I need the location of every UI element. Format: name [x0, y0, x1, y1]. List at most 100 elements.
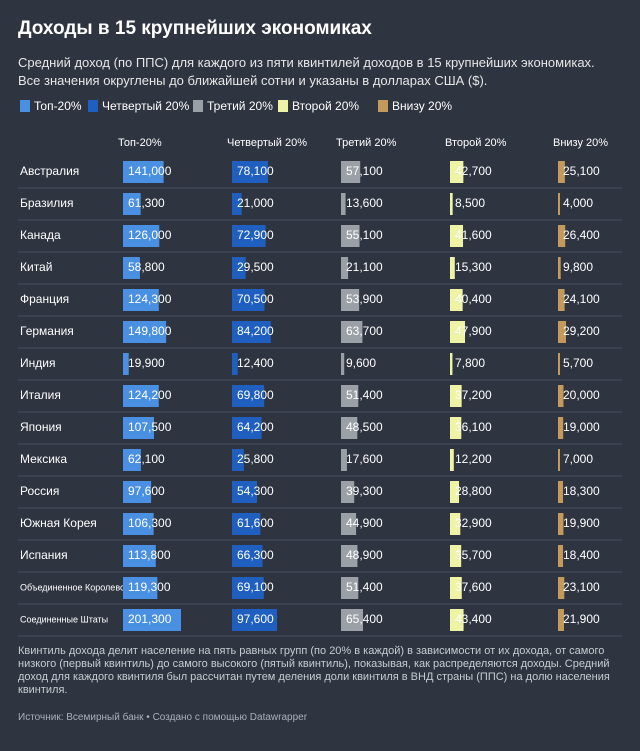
cell-value: 58,800 — [128, 260, 165, 274]
bar — [341, 161, 361, 183]
legend-swatch — [278, 100, 288, 112]
subtitle: Средний доход (по ППС) для каждого из пя… — [18, 55, 595, 88]
bar — [232, 545, 263, 567]
cell-value: 17,600 — [346, 452, 383, 466]
bar — [341, 193, 346, 215]
cell-value: 107,500 — [128, 420, 172, 434]
cell-value: 43,400 — [455, 612, 492, 626]
bar — [450, 161, 464, 183]
bar — [558, 417, 564, 439]
bar — [232, 193, 242, 215]
bar — [450, 289, 463, 311]
bar — [450, 385, 462, 407]
cell-value: 97,600 — [128, 484, 165, 498]
cell-value: 41,600 — [455, 228, 492, 242]
bar — [232, 481, 258, 503]
bar — [450, 545, 462, 567]
cell-value: 9,600 — [346, 356, 376, 370]
cell-value: 15,300 — [455, 260, 492, 274]
bar — [341, 609, 363, 631]
cell-value: 18,300 — [563, 484, 600, 498]
bar — [450, 449, 454, 471]
cell-value: 19,900 — [563, 516, 600, 530]
bar — [450, 609, 464, 631]
bar — [450, 225, 464, 247]
cell-value: 57,100 — [346, 164, 383, 178]
bar — [341, 417, 358, 439]
bar — [558, 257, 561, 279]
cell-value: 42,700 — [455, 164, 492, 178]
cell-value: 32,900 — [455, 516, 492, 530]
bar — [232, 577, 264, 599]
cell-value: 7,800 — [455, 356, 485, 370]
bar — [232, 257, 246, 279]
legend-swatch — [378, 100, 388, 112]
column-header: Внизу 20% — [553, 137, 608, 149]
legend-swatch — [193, 100, 203, 112]
bar — [341, 257, 349, 279]
cell-value: 4,000 — [563, 196, 593, 210]
bar — [341, 289, 360, 311]
cell-value: 48,500 — [346, 420, 383, 434]
bar — [232, 449, 244, 471]
bar — [232, 321, 271, 343]
bar — [232, 385, 265, 407]
bar — [232, 513, 261, 535]
bar — [450, 353, 453, 375]
cell-value: 21,900 — [563, 612, 600, 626]
bar — [450, 193, 453, 215]
legend-label: Топ-20% — [34, 99, 82, 113]
bar — [558, 321, 566, 343]
bar — [123, 513, 154, 535]
bar — [232, 609, 277, 631]
cell-value: 69,100 — [237, 580, 274, 594]
bar — [558, 577, 565, 599]
cell-value: 39,300 — [346, 484, 383, 498]
bar — [450, 417, 462, 439]
cell-value: 54,300 — [237, 484, 274, 498]
cell-value: 23,100 — [563, 580, 600, 594]
footnote: Квинтиль дохода делит население на пять … — [18, 645, 610, 696]
bar — [232, 289, 265, 311]
cell-value: 12,400 — [237, 356, 274, 370]
cell-value: 5,700 — [563, 356, 593, 370]
bar — [341, 225, 360, 247]
cell-value: 124,200 — [128, 388, 172, 402]
cell-value: 61,600 — [237, 516, 274, 530]
cell-value: 25,800 — [237, 452, 274, 466]
cell-value: 25,100 — [563, 164, 600, 178]
cell-value: 51,400 — [346, 580, 383, 594]
cell-value: 201,300 — [128, 612, 172, 626]
cell-value: 124,300 — [128, 292, 172, 306]
column-header: Четвертый 20% — [227, 137, 307, 149]
cell-value: 55,100 — [346, 228, 383, 242]
cell-value: 8,500 — [455, 196, 485, 210]
table: Топ-20% Четвертый 20% Третий 20% Второй 20%… — [18, 99, 622, 637]
country: Южная Корея — [20, 516, 97, 530]
cell-value: 29,500 — [237, 260, 274, 274]
bar — [450, 321, 465, 343]
cell-value: 53,900 — [346, 292, 383, 306]
cell-value: 37,200 — [455, 388, 492, 402]
bar — [232, 353, 238, 375]
cell-value: 24,100 — [563, 292, 600, 306]
cell-value: 29,200 — [563, 324, 600, 338]
bar — [123, 481, 152, 503]
country: Китай — [20, 260, 52, 274]
cell-value: 106,300 — [128, 516, 172, 530]
country: Россия — [20, 484, 59, 498]
bar — [123, 289, 159, 311]
cell-value: 97,600 — [237, 612, 274, 626]
column-header: Второй 20% — [445, 137, 507, 149]
cell-value: 72,900 — [237, 228, 274, 242]
country: Объединенное Королевство — [20, 582, 138, 592]
cell-value: 9,800 — [563, 260, 593, 274]
bar — [558, 225, 566, 247]
cell-value: 78,100 — [237, 164, 274, 178]
bar — [558, 513, 564, 535]
bar — [232, 417, 262, 439]
bar — [558, 385, 564, 407]
bar — [123, 161, 164, 183]
bar — [123, 321, 167, 343]
bar — [232, 161, 269, 183]
